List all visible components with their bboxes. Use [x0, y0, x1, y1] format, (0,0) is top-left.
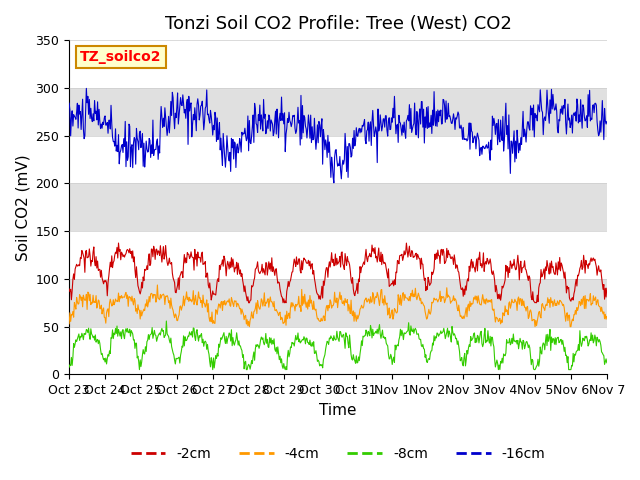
- Bar: [69, 279, 607, 327]
- X-axis label: Time: Time: [319, 403, 356, 418]
- Bar: [69, 88, 607, 136]
- Bar: [69, 183, 607, 231]
- Legend: -2cm, -4cm, -8cm, -16cm: -2cm, -4cm, -8cm, -16cm: [125, 442, 551, 467]
- Title: Tonzi Soil CO2 Profile: Tree (West) CO2: Tonzi Soil CO2 Profile: Tree (West) CO2: [164, 15, 511, 33]
- Text: TZ_soilco2: TZ_soilco2: [80, 50, 161, 64]
- Y-axis label: Soil CO2 (mV): Soil CO2 (mV): [15, 154, 30, 261]
